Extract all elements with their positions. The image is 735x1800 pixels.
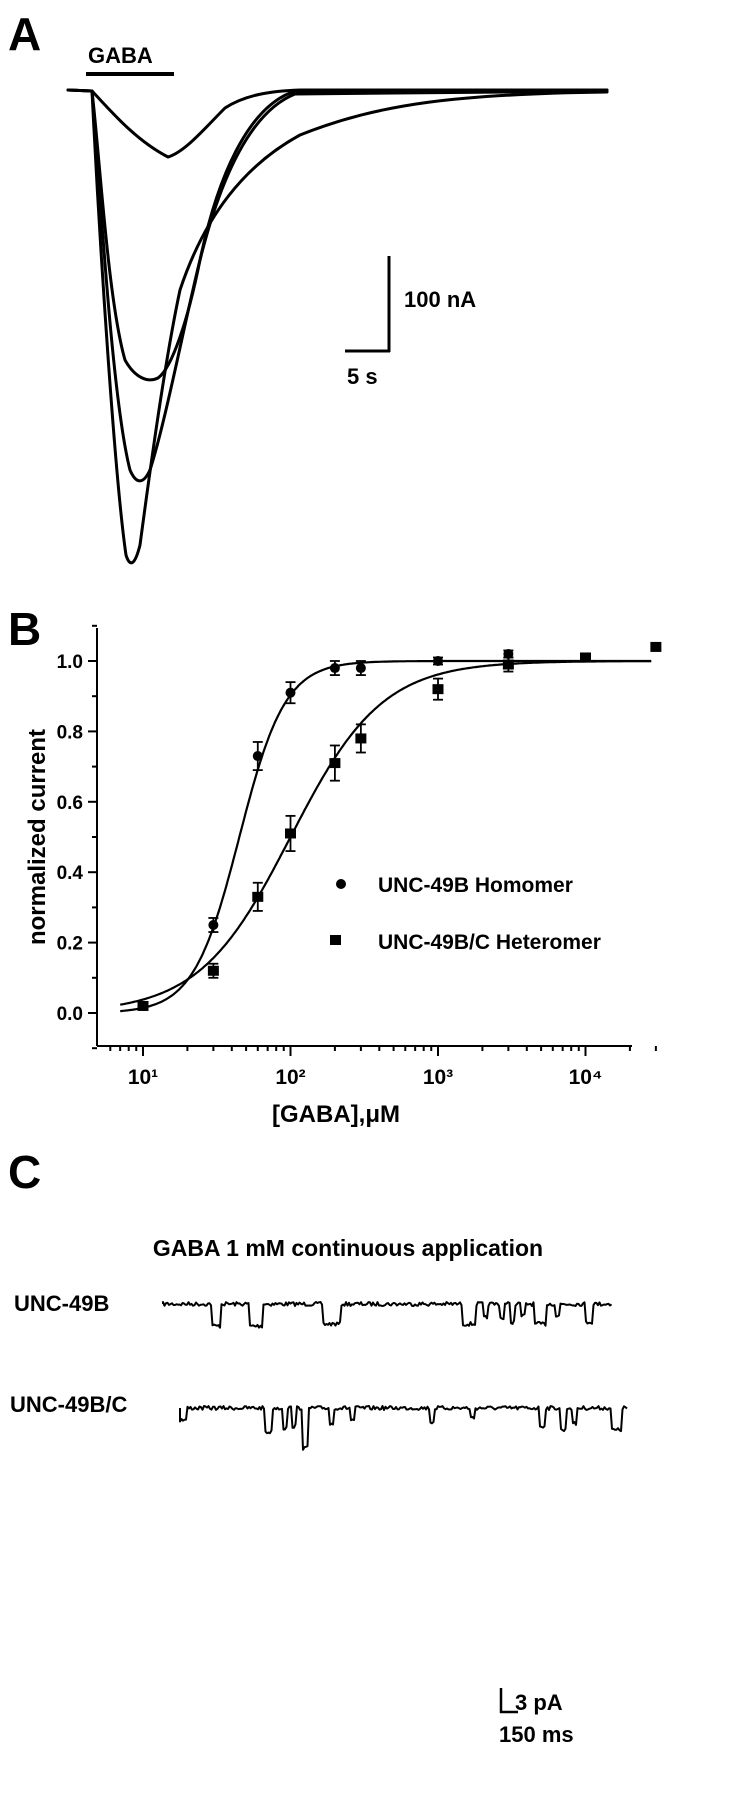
scale-label-150-ms: 150 ms	[499, 1722, 574, 1747]
channel-trace-unc-49b	[162, 1301, 613, 1329]
data-point-heteromer	[137, 1000, 149, 1011]
data-point-heteromer	[355, 723, 367, 754]
x-axis-label: [GABA],μM	[272, 1101, 400, 1128]
data-point-heteromer	[650, 641, 662, 652]
x-ticks: 10¹ 10² 10³ 10⁴	[109, 1046, 657, 1089]
scale-label-5-s: 5 s	[347, 364, 378, 389]
y-tick-label: 0.4	[57, 863, 84, 884]
data-point-homomer	[355, 660, 366, 676]
panel-b-letter: B	[8, 603, 41, 655]
data-point-homomer	[208, 917, 219, 933]
current-trace-3	[66, 88, 609, 483]
data-point-homomer	[285, 681, 296, 705]
legend-marker-heteromer	[330, 935, 341, 945]
data-points	[137, 641, 662, 1011]
y-tick-label: 0.8	[57, 722, 83, 743]
data-point-heteromer	[285, 814, 296, 852]
x-tick-label: 10³	[423, 1066, 453, 1089]
y-axis-label: normalized current	[24, 729, 51, 945]
data-point-heteromer	[329, 744, 341, 782]
panel-c-scale-bar	[499, 1688, 518, 1714]
current-trace-4	[90, 89, 609, 565]
current-trace-2	[66, 88, 609, 382]
current-trace-1	[66, 88, 609, 159]
y-ticks: 0.0 0.2 0.4 0.6 0.8 1.0	[57, 624, 97, 1050]
panel-a-letter: A	[8, 8, 41, 60]
data-point-heteromer	[207, 962, 219, 979]
legend-label-heteromer: UNC-49B/C Heteromer	[378, 931, 601, 954]
legend-marker-homomer	[336, 879, 346, 889]
data-point-homomer	[433, 656, 443, 666]
data-point-heteromer	[502, 656, 514, 673]
fit-curves	[119, 659, 652, 1013]
channel-trace-unc-49b-c	[179, 1405, 628, 1451]
panel-c-letter: C	[8, 1146, 41, 1198]
panel-a-scale-bar	[345, 256, 391, 353]
x-tick-label: 10²	[275, 1066, 305, 1089]
trace-label-unc-49b-c: UNC-49B/C	[10, 1392, 127, 1417]
panel-c-title: GABA 1 mM continuous application	[153, 1235, 543, 1261]
y-tick-label: 1.0	[57, 652, 83, 673]
legend: UNC-49B Homomer UNC-49B/C Heteromer	[330, 874, 601, 954]
current-traces	[66, 88, 609, 565]
data-point-heteromer	[432, 677, 444, 701]
data-point-heteromer	[580, 652, 591, 663]
data-point-homomer	[329, 660, 340, 676]
data-point-heteromer	[252, 881, 264, 912]
scale-label-100-na: 100 nA	[404, 287, 476, 312]
scale-label-3-pa: 3 pA	[515, 1690, 563, 1715]
x-tick-label: 10¹	[128, 1066, 158, 1089]
y-tick-label: 0.0	[57, 1004, 83, 1025]
fit-curve-heteromer	[119, 660, 652, 1006]
data-point-homomer	[252, 741, 263, 772]
x-tick-label: 10⁴	[569, 1066, 603, 1089]
fit-curve-homomer	[120, 659, 652, 1013]
dose-response-chart: 0.0 0.2 0.4 0.6 0.8 1.0 10¹ 10² 10³ 10⁴ normaliz…	[24, 624, 662, 1128]
y-tick-label: 0.2	[57, 934, 83, 955]
trace-label-unc-49b: UNC-49B	[14, 1291, 109, 1316]
gaba-stimulus-label: GABA	[88, 43, 153, 68]
y-tick-label: 0.6	[57, 793, 83, 814]
legend-label-homomer: UNC-49B Homomer	[378, 874, 573, 897]
